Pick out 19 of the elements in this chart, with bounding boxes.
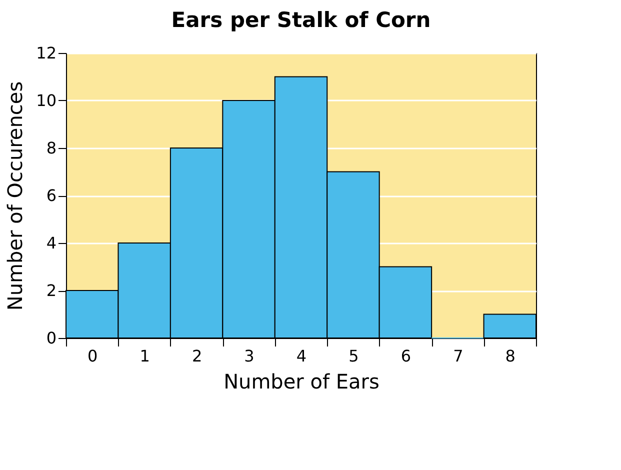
y-axis-title: Number of Occurences: [3, 81, 28, 311]
y-tick-label: 0: [46, 328, 56, 348]
y-tick-label: 10: [36, 91, 56, 110]
y-tick-label: 4: [46, 234, 56, 252]
y-tick-label: 12: [36, 44, 56, 62]
x-tick-label: 3: [244, 346, 254, 366]
y-tick-label: 8: [46, 138, 56, 158]
x-tick-label: 0: [88, 346, 98, 366]
x-axis-title: Number of Ears: [224, 370, 380, 394]
x-tick-label: 6: [400, 346, 412, 366]
x-tick-label: 1: [140, 346, 150, 366]
chart-title: Ears per Stalk of Corn: [171, 8, 431, 32]
y-tick-label: 2: [46, 281, 56, 300]
x-tick-label: 4: [296, 346, 307, 366]
x-tick-label: 5: [348, 346, 359, 366]
x-tick-label: 2: [192, 346, 202, 366]
x-tick-label: 8: [505, 346, 516, 366]
y-tick-label: 6: [46, 186, 56, 205]
x-tick-label: 7: [453, 346, 464, 366]
